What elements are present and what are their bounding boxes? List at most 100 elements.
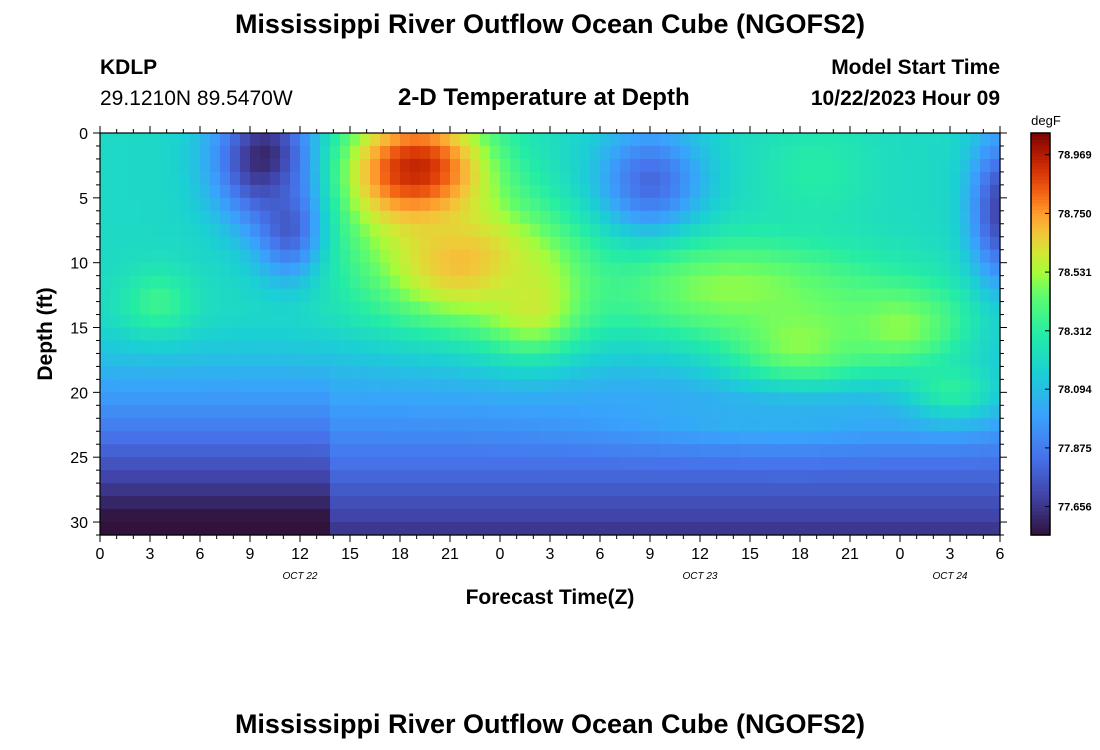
heatmap-cell [960, 431, 971, 445]
heatmap-cell [220, 340, 231, 355]
heatmap-cell [270, 470, 281, 484]
heatmap-cell [310, 340, 321, 355]
heatmap-cell [510, 444, 521, 458]
heatmap-cell [470, 249, 481, 264]
heatmap-cell [920, 314, 931, 329]
heatmap-cell [180, 145, 191, 160]
heatmap-cell [770, 236, 781, 251]
heatmap-cell [980, 262, 991, 277]
heatmap-cell [980, 457, 991, 471]
heatmap-cell [850, 158, 861, 173]
heatmap-cell [200, 275, 211, 290]
heatmap-cell [530, 366, 541, 380]
heatmap-cell [390, 483, 401, 497]
heatmap-cell [240, 184, 251, 199]
heatmap-cell [830, 483, 841, 497]
heatmap-cell [440, 197, 451, 212]
heatmap-cell [350, 379, 361, 393]
heatmap-cell [150, 236, 161, 251]
heatmap-cell [350, 444, 361, 458]
heatmap-cell [730, 171, 741, 186]
heatmap-cell [580, 262, 591, 277]
heatmap-cell [120, 418, 131, 432]
heatmap-cell [120, 431, 131, 445]
heatmap-cell [270, 133, 281, 147]
heatmap-cell [130, 444, 141, 458]
heatmap-cell [930, 366, 941, 380]
heatmap-cell [330, 197, 341, 212]
heatmap-cell [450, 509, 461, 523]
heatmap-cell [760, 236, 771, 251]
heatmap-cell [110, 223, 121, 238]
heatmap-cell [150, 379, 161, 393]
heatmap-cell [680, 314, 691, 329]
heatmap-cell [310, 327, 321, 342]
heatmap-cell [390, 353, 401, 368]
heatmap-cell [110, 353, 121, 368]
date-label: OCT 22 [282, 571, 317, 582]
heatmap-cell [600, 353, 611, 368]
heatmap-cell [570, 444, 581, 458]
heatmap-cell [140, 197, 151, 212]
heatmap-cell [770, 275, 781, 290]
heatmap-cell [330, 314, 341, 329]
colorbar-segment [1031, 136, 1050, 141]
heatmap-cell [940, 444, 951, 458]
heatmap-cell [880, 223, 891, 238]
heatmap-cell [560, 470, 571, 484]
heatmap-cell [610, 145, 621, 160]
heatmap-cell [870, 379, 881, 393]
heatmap-cell [460, 301, 471, 316]
heatmap-cell [740, 340, 751, 355]
heatmap-cell [850, 171, 861, 186]
heatmap-cell [760, 353, 771, 368]
heatmap-cell [400, 171, 411, 186]
heatmap-cell [960, 457, 971, 471]
heatmap-cell [190, 327, 201, 342]
heatmap-cell [460, 158, 471, 173]
heatmap-cell [870, 275, 881, 290]
heatmap-cell [990, 288, 1001, 303]
heatmap-cell [930, 133, 941, 147]
heatmap-cell [930, 509, 941, 523]
heatmap-cell [140, 249, 151, 264]
heatmap-cell [880, 340, 891, 355]
heatmap-cell [200, 301, 211, 316]
colorbar-segment [1031, 431, 1050, 436]
heatmap-cell [780, 171, 791, 186]
heatmap-cell [750, 522, 761, 536]
heatmap-cell [240, 509, 251, 523]
heatmap-cell [710, 418, 721, 432]
heatmap-cell [910, 262, 921, 277]
heatmap-cell [460, 457, 471, 471]
heatmap-cell [900, 223, 911, 238]
heatmap-cell [780, 158, 791, 173]
heatmap-cell [940, 353, 951, 368]
heatmap-cell [310, 210, 321, 225]
heatmap-cell [830, 340, 841, 355]
heatmap-cell [910, 314, 921, 329]
heatmap-cell [460, 379, 471, 393]
heatmap-cell [200, 496, 211, 510]
heatmap-cell [620, 444, 631, 458]
heatmap-cell [490, 158, 501, 173]
heatmap-cell [160, 353, 171, 368]
heatmap-cell [440, 431, 451, 445]
heatmap-cell [740, 314, 751, 329]
heatmap-cell [750, 236, 761, 251]
heatmap-cell [830, 210, 841, 225]
heatmap-cell [360, 509, 371, 523]
heatmap-cell [780, 392, 791, 406]
heatmap-cell [420, 392, 431, 406]
heatmap-cell [610, 431, 621, 445]
heatmap-cell [550, 405, 561, 419]
heatmap-cell [410, 171, 421, 186]
heatmap-cell [150, 470, 161, 484]
heatmap-cell [280, 275, 291, 290]
heatmap-cell [660, 496, 671, 510]
heatmap-cell [110, 133, 121, 147]
heatmap-cell [110, 327, 121, 342]
heatmap-cell [810, 197, 821, 212]
heatmap-cell [200, 184, 211, 199]
heatmap-cell [580, 392, 591, 406]
